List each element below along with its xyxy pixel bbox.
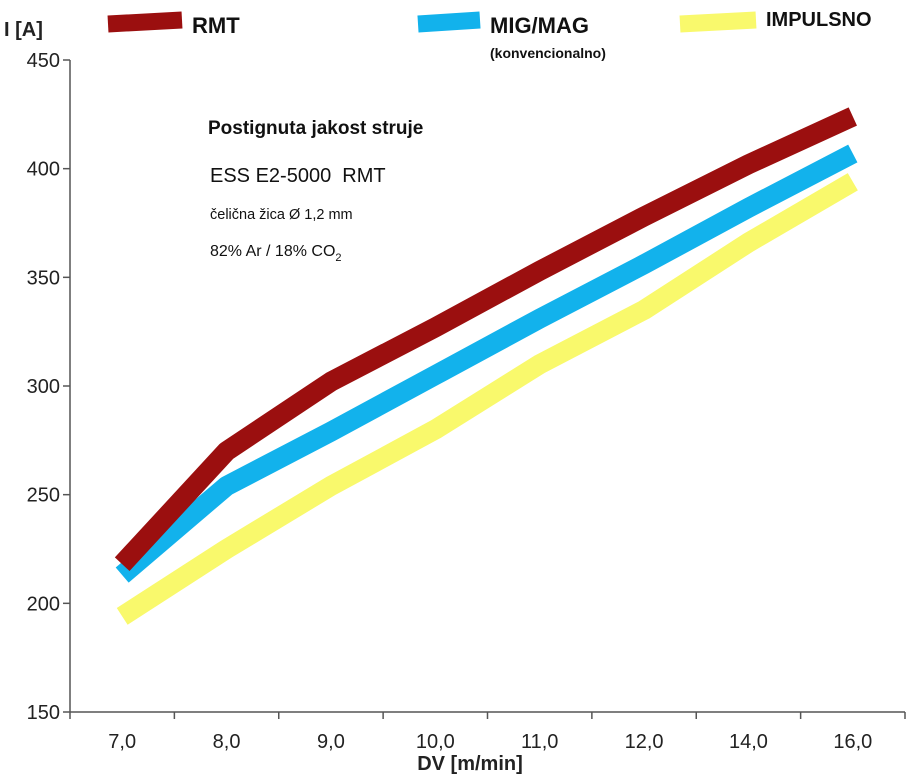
chart-title: Postignuta jakost struje (208, 118, 423, 139)
legend: RMT MIG/MAG (konvencionalno) IMPULSNO (107, 9, 872, 61)
y-tick-label: 300 (27, 376, 60, 398)
y-ticks: 450 400 350 300 250 200 150 (27, 50, 70, 724)
machine-annotation: ESS E2-5000 RMT (210, 165, 386, 187)
series-lines (114, 107, 858, 625)
legend-swatch-impulsno (679, 11, 757, 33)
x-ticks: 7,0 8,0 9,0 10,0 11,0 12,0 14,0 16,0 (69, 712, 906, 753)
gas-annotation-main: 82% Ar / 18% CO (210, 243, 335, 260)
series-line-rmt (114, 107, 857, 571)
x-tick-label: 14,0 (729, 731, 768, 753)
y-tick-label: 400 (27, 159, 60, 181)
legend-label-mig-mag: MIG/MAG (490, 13, 589, 38)
x-tick-label: 12,0 (625, 731, 664, 753)
wire-annotation: čelična žica Ø 1,2 mm (210, 207, 353, 223)
x-tick-label: 11,0 (521, 731, 558, 753)
y-tick-label: 200 (27, 593, 60, 615)
legend-swatch-mig-mag (417, 11, 481, 33)
series-line-mig-mag (115, 144, 858, 583)
x-tick-label: 16,0 (833, 731, 872, 753)
x-tick-label: 10,0 (416, 731, 455, 753)
legend-label-impulsno: IMPULSNO (766, 9, 872, 31)
legend-swatch-rmt (107, 11, 183, 33)
x-tick-label: 9,0 (317, 731, 345, 753)
x-tick-label: 7,0 (108, 731, 136, 753)
gas-annotation-subscript: 2 (335, 252, 341, 264)
x-axis-label: DV [m/min] (417, 753, 523, 775)
legend-label-rmt: RMT (192, 13, 240, 38)
y-tick-label: 350 (27, 267, 60, 289)
y-tick-label: 450 (27, 50, 60, 72)
y-axis-label: I [A] (4, 19, 43, 41)
legend-sublabel-mig-mag: (konvencionalno) (490, 45, 606, 61)
y-tick-label: 250 (27, 485, 60, 507)
gas-annotation: 82% Ar / 18% CO2 (210, 243, 342, 264)
y-tick-label: 150 (27, 702, 60, 724)
series-line-impulsno (116, 173, 858, 625)
x-tick-label: 8,0 (213, 731, 241, 753)
